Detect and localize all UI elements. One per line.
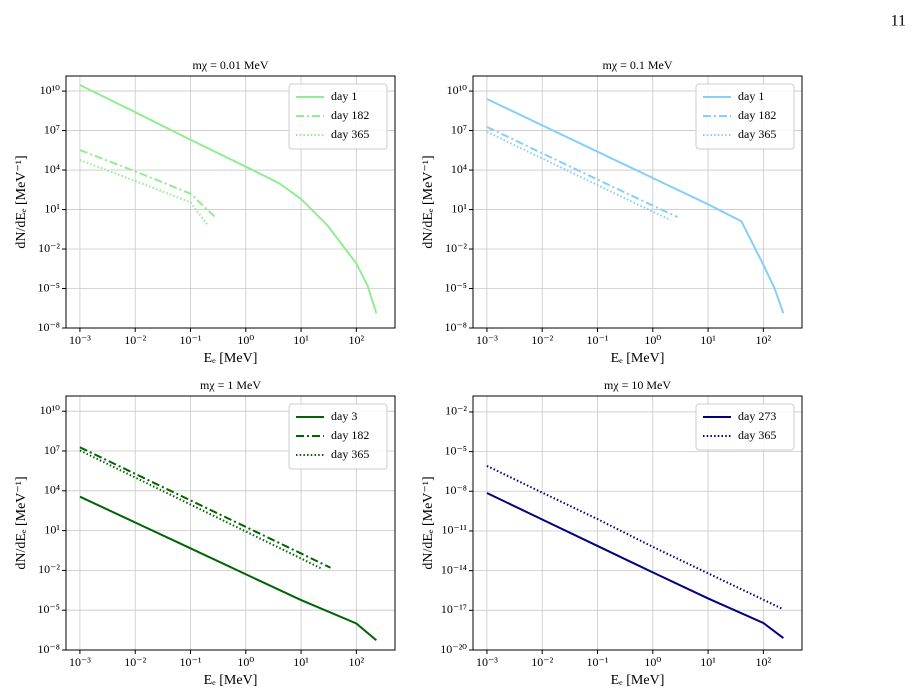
legend-label: day 1 <box>738 89 764 103</box>
x-tick-label: 10² <box>349 655 365 669</box>
y-tick-label: 10⁴ <box>451 162 467 176</box>
legend-label: day 182 <box>331 108 369 122</box>
x-axis-label: Eₑ [MeV] <box>611 673 665 688</box>
chart-title: mχ = 0.1 MeV <box>602 58 672 72</box>
axes-frame <box>472 395 803 651</box>
y-tick-label: 10¹⁰ <box>40 403 61 417</box>
y-tick-label: 10⁻⁵ <box>37 602 60 616</box>
x-tick-label: 10² <box>756 655 772 669</box>
legend-box <box>288 403 388 470</box>
x-tick-label: 10⁻¹ <box>180 655 202 669</box>
legend-label: day 1 <box>331 89 357 103</box>
x-axis-label: Eₑ [MeV] <box>611 351 665 366</box>
x-tick-label: 10⁻³ <box>69 333 91 347</box>
panel: 10⁻³ 10⁻² 10⁻¹ 10⁰ 10¹ 10² 10⁻²⁰ 10⁻¹⁷ 10⁻¹⁴ 10⁻¹… <box>421 378 803 688</box>
axes-frame <box>65 395 396 651</box>
y-tick-label: 10⁷ <box>44 443 60 457</box>
x-tick-label: 10¹ <box>700 333 716 347</box>
x-tick-label: 10⁰ <box>644 655 661 669</box>
panel: 10⁻³ 10⁻² 10⁻¹ 10⁰ 10¹ 10² 10⁻⁸ 10⁻⁵ 10⁻² 10¹ 10⁴ 1… <box>14 378 396 688</box>
x-tick-label: 10¹ <box>293 655 309 669</box>
x-tick-label: 10⁻³ <box>476 333 498 347</box>
y-axis-label: dN/dEₑ [MeV⁻¹] <box>421 155 436 248</box>
y-tick-label: 10⁻¹⁴ <box>441 562 467 576</box>
x-tick-label: 10⁰ <box>644 333 661 347</box>
y-axis-label: dN/dEₑ [MeV⁻¹] <box>421 476 436 569</box>
x-tick-label: 10² <box>756 333 772 347</box>
x-tick-label: 10⁻² <box>531 655 553 669</box>
y-axis-label: dN/dEₑ [MeV⁻¹] <box>14 476 29 569</box>
y-tick-label: 10⁻² <box>38 562 60 576</box>
x-tick-label: 10⁰ <box>237 333 254 347</box>
x-axis-label: Eₑ [MeV] <box>204 673 258 688</box>
legend-label: day 365 <box>331 127 369 141</box>
legend-box <box>288 83 388 150</box>
y-tick-label: 10¹ <box>44 201 60 215</box>
page-number: 11 <box>891 13 906 30</box>
x-tick-label: 10¹ <box>700 655 716 669</box>
data-line <box>486 464 783 610</box>
axes-frame <box>472 75 803 329</box>
data-line <box>79 159 210 227</box>
x-tick-label: 10⁻¹ <box>587 655 609 669</box>
chart-title: mχ = 10 MeV <box>604 378 671 392</box>
y-tick-label: 10⁻² <box>38 241 60 255</box>
x-axis-label: Eₑ [MeV] <box>204 351 258 366</box>
x-tick-label: 10⁻² <box>124 333 146 347</box>
data-line <box>79 84 378 314</box>
x-tick-label: 10⁻² <box>531 333 553 347</box>
y-tick-label: 10⁻⁸ <box>37 642 60 656</box>
chart-title: mχ = 0.01 MeV <box>192 58 268 72</box>
y-tick-label: 10⁻⁸ <box>444 483 467 497</box>
legend-label: day 365 <box>331 447 369 461</box>
x-tick-label: 10⁰ <box>237 655 254 669</box>
x-tick-label: 10⁻³ <box>69 655 91 669</box>
y-tick-label: 10⁻¹¹ <box>441 523 467 537</box>
x-tick-label: 10¹ <box>293 333 309 347</box>
data-line <box>486 125 678 218</box>
chart-title: mχ = 1 MeV <box>200 378 261 392</box>
data-line <box>486 98 785 314</box>
panel: 10⁻³ 10⁻² 10⁻¹ 10⁰ 10¹ 10² 10⁻⁸ 10⁻⁵ 10⁻² 10¹ 10⁴ 1… <box>421 58 803 366</box>
legend-label: day 182 <box>331 428 369 442</box>
x-tick-label: 10⁻¹ <box>180 333 202 347</box>
y-tick-label: 10⁻⁸ <box>37 320 60 334</box>
x-tick-label: 10² <box>349 333 365 347</box>
y-tick-label: 10¹ <box>44 522 60 536</box>
x-tick-label: 10⁻² <box>124 655 146 669</box>
legend-label: day 273 <box>738 409 776 423</box>
legend-label: day 365 <box>738 428 776 442</box>
axes-frame <box>65 75 396 329</box>
data-line <box>486 130 672 221</box>
x-tick-label: 10⁻³ <box>476 655 498 669</box>
y-tick-label: 10⁻² <box>445 241 467 255</box>
x-tick-label: 10⁻¹ <box>587 333 609 347</box>
data-line <box>79 446 331 569</box>
y-tick-label: 10¹⁰ <box>40 83 61 97</box>
y-tick-label: 10⁻²⁰ <box>440 642 467 656</box>
y-tick-label: 10⁻⁵ <box>444 280 467 294</box>
y-tick-label: 10⁷ <box>44 122 60 136</box>
data-line <box>486 492 784 639</box>
data-line <box>79 495 377 642</box>
legend-box <box>695 83 795 150</box>
y-tick-label: 10⁻⁵ <box>444 443 467 457</box>
panel: 10⁻³ 10⁻² 10⁻¹ 10⁰ 10¹ 10² 10⁻⁸ 10⁻⁵ 10⁻² 10¹ 10⁴ 1… <box>14 58 396 366</box>
y-tick-label: 10¹⁰ <box>447 83 468 97</box>
legend-label: day 182 <box>738 108 776 122</box>
y-tick-label: 10⁴ <box>44 162 60 176</box>
y-axis-label: dN/dEₑ [MeV⁻¹] <box>14 155 29 248</box>
legend-box <box>695 403 795 451</box>
y-tick-label: 10⁻⁵ <box>37 280 60 294</box>
y-tick-label: 10⁻⁸ <box>444 320 467 334</box>
y-tick-label: 10⁴ <box>44 483 60 497</box>
y-tick-label: 10⁷ <box>451 122 467 136</box>
legend-label: day 365 <box>738 127 776 141</box>
y-tick-label: 10⁻² <box>445 404 467 418</box>
legend-label: day 3 <box>331 409 357 423</box>
y-tick-label: 10⁻¹⁷ <box>441 602 467 616</box>
y-tick-label: 10¹ <box>451 201 467 215</box>
